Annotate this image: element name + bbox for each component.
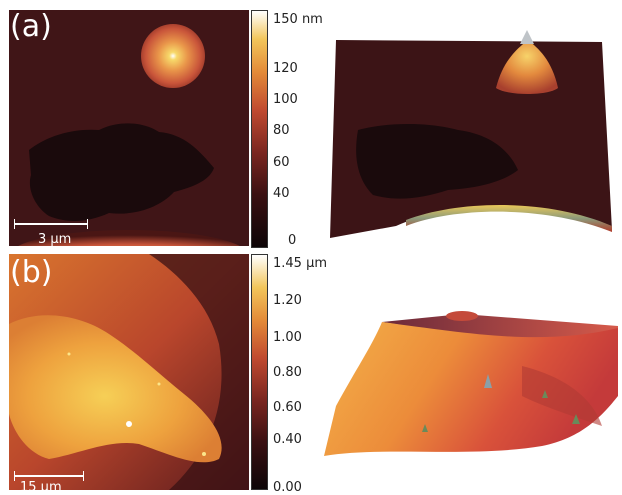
- scale-bar-b: [14, 475, 84, 477]
- colorbar-a-tick: 120: [273, 61, 298, 76]
- colorbar-b-tick: 0.00: [273, 480, 302, 495]
- colorbar-a-tick: 80: [273, 123, 290, 138]
- afm-3d-view-b: [322, 306, 618, 466]
- colorbar-a-tick: 60: [273, 155, 290, 170]
- afm-image-a: [9, 10, 249, 246]
- colorbar-b-tick: 1.20: [273, 293, 302, 308]
- scale-bar-b-label: 15 µm: [20, 480, 62, 495]
- colorbar-a: [251, 10, 268, 248]
- colorbar-a-tick: 100: [273, 92, 298, 107]
- colorbar-b-tick: 1.00: [273, 330, 302, 345]
- afm-image-b: [9, 254, 249, 490]
- afm-3d-view-a: [328, 30, 616, 244]
- scale-bar-a-label: 3 µm: [38, 232, 72, 247]
- colorbar-b-tick: 1.45 µm: [273, 256, 328, 271]
- colorbar-a-tick: 150 nm: [273, 12, 323, 27]
- panel-b-label: (b): [10, 255, 53, 290]
- colorbar-a-tick: 0: [288, 233, 297, 248]
- colorbar-b-tick: 0.60: [273, 400, 302, 415]
- colorbar-b-tick: 0.40: [273, 432, 302, 447]
- colorbar-b: [251, 254, 268, 490]
- colorbar-b-tick: 0.80: [273, 365, 302, 380]
- scale-bar-a: [14, 223, 88, 225]
- colorbar-a-tick: 40: [273, 186, 290, 201]
- panel-a-label: (a): [10, 9, 52, 44]
